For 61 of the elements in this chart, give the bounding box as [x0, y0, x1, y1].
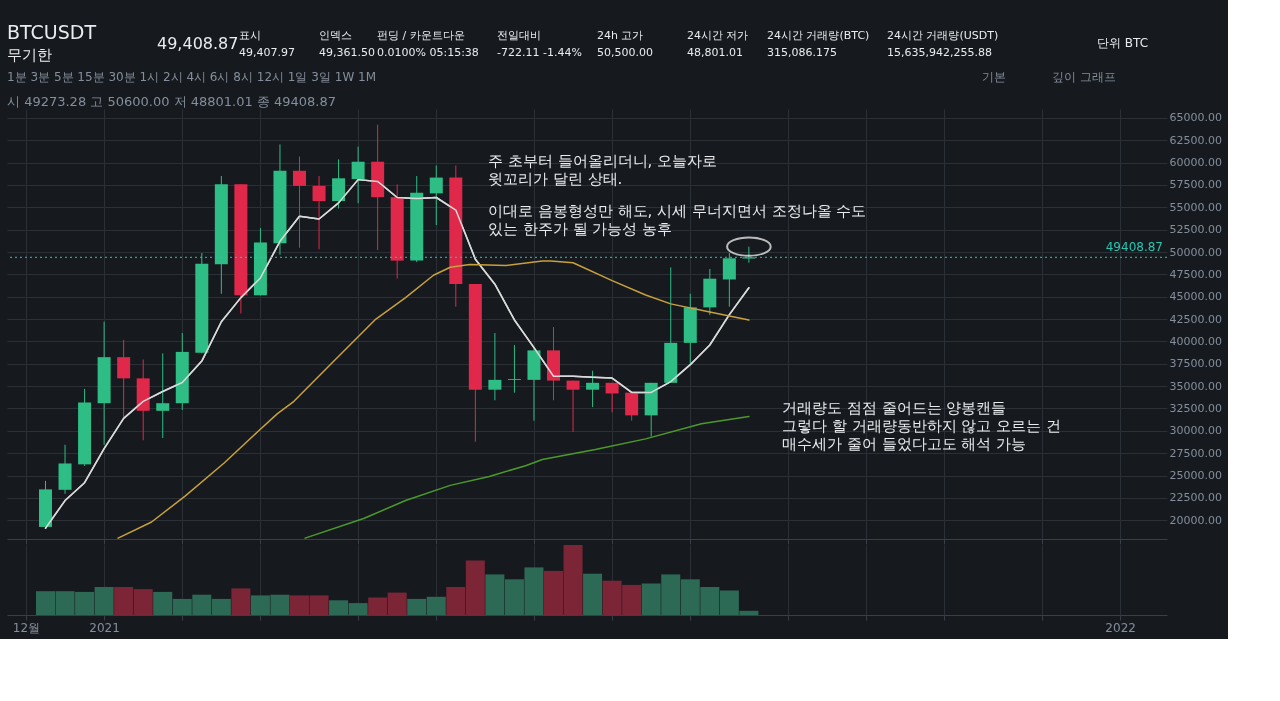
y-tick-label: 32500.00 — [1169, 401, 1222, 415]
text: 인덱스 49,361.50 — [319, 29, 375, 59]
candlestick — [293, 155, 306, 249]
chart-title: BTCUSDT — [7, 21, 97, 43]
y-tick-label: 27500.00 — [1169, 446, 1222, 460]
line-series — [304, 415, 750, 539]
text: 24시간 거래량(USDT) 15,635,942,255.88 — [887, 29, 999, 59]
text: 49,408.87 — [157, 34, 239, 53]
y-tick-label: 35000.00 — [1169, 379, 1222, 393]
y-tick-label: 37500.00 — [1169, 357, 1222, 371]
bar — [231, 588, 251, 615]
y-tick-label: 47500.00 — [1169, 267, 1222, 281]
text: 24시간 거래량(BTC) 315,086.175 — [767, 29, 870, 59]
annotation: 이대로 음봉형성만 해도, 시세 무너지면서 조정나올 수도 있는 한주가 될 가능성 농후 — [488, 202, 867, 238]
candlestick — [332, 158, 346, 209]
ref-line-label: 49408.87 — [1105, 240, 1163, 255]
candlestick — [507, 344, 521, 394]
candlestick — [586, 370, 600, 408]
text: 단위 BTC — [1097, 36, 1149, 50]
x-tick-label: 2021 — [89, 620, 120, 635]
x-tick-label: 12월 — [12, 620, 41, 635]
annotation: 주 초부터 들어올리더니, 오늘자로 윗꼬리가 달린 상태. — [488, 152, 718, 188]
y-tick-label: 45000.00 — [1169, 290, 1222, 304]
y-tick-label: 25000.00 — [1169, 469, 1222, 483]
text: 24시간 저가 48,801.01 — [687, 29, 749, 59]
text: 표시 49,407.97 — [239, 29, 295, 59]
y-tick-label: 65000.00 — [1169, 111, 1222, 125]
line-series — [117, 260, 750, 539]
y-tick-label: 22500.00 — [1169, 491, 1222, 505]
y-tick-label: 30000.00 — [1169, 424, 1222, 438]
candlestick — [566, 380, 580, 433]
y-tick-label: 42500.00 — [1169, 312, 1222, 326]
candlestick — [429, 165, 443, 226]
y-tick-label: 40000.00 — [1169, 334, 1222, 348]
y-tick-label: 20000.00 — [1169, 513, 1222, 527]
candlestick — [742, 246, 756, 264]
text: 펀딩 / 카운트다운 0.0100% 05:15:38 — [377, 29, 479, 59]
text: 1분 3분 5분 15분 30분 1시 2시 4시 6시 8시 12시 1일 3일 1W 1M — [7, 70, 377, 84]
text: 깊이 그래프 — [1052, 70, 1116, 84]
candlestick — [117, 339, 131, 419]
text: 전일대비 -722.11 -1.44% — [497, 29, 582, 59]
text: 시 49273.28 고 50600.00 저 48801.01 종 49408.87 — [7, 94, 337, 109]
candlestick — [488, 332, 502, 401]
candlestick — [722, 252, 736, 308]
candlestick — [605, 382, 619, 413]
candlestick — [625, 392, 639, 422]
annotation: 거래량도 점점 줄어드는 양봉캔들 그렇다 할 거래량동반하지 않고 오르는 건 매수세가 줄어 들었다고도 해석 가능 — [782, 399, 1061, 453]
chart-subtitle: 무기한 — [7, 46, 52, 64]
y-tick-label: 62500.00 — [1169, 133, 1222, 147]
candlestick — [312, 175, 326, 250]
y-tick-label: 60000.00 — [1169, 156, 1222, 170]
y-tick-label: 57500.00 — [1169, 178, 1222, 192]
y-tick-label: 52500.00 — [1169, 223, 1222, 237]
text: 24h 고가 50,500.00 — [597, 29, 653, 59]
candlestick — [351, 146, 365, 204]
bar — [583, 573, 603, 615]
y-tick-label: 50000.00 — [1169, 245, 1222, 259]
candlestick — [156, 352, 170, 439]
y-tick-label: 55000.00 — [1169, 200, 1222, 214]
text: 기본 — [982, 70, 1006, 84]
x-tick-label: 2022 — [1105, 620, 1136, 635]
